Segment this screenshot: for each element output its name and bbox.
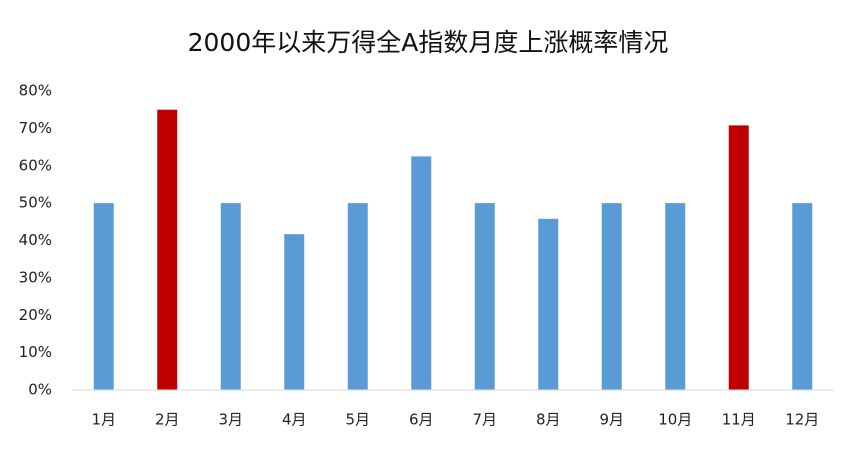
y-tick-label: 50% xyxy=(19,194,52,212)
y-tick-label: 40% xyxy=(19,231,52,249)
chart-title: 2000年以来万得全A指数月度上涨概率情况 xyxy=(188,28,669,57)
x-tick-label: 4月 xyxy=(282,411,307,429)
x-tick-label: 2月 xyxy=(155,411,180,429)
bar xyxy=(665,203,686,390)
x-tick-label: 11月 xyxy=(722,411,756,429)
bar xyxy=(538,218,559,390)
bar xyxy=(347,203,368,390)
y-tick-label: 10% xyxy=(19,343,52,361)
bar xyxy=(284,234,305,390)
x-tick-label: 7月 xyxy=(472,411,497,429)
x-tick-label: 8月 xyxy=(536,411,561,429)
x-tick-label: 12月 xyxy=(785,411,819,429)
y-tick-label: 80% xyxy=(19,82,52,100)
y-tick-label: 30% xyxy=(19,268,52,286)
y-tick-label: 20% xyxy=(19,306,52,324)
bar xyxy=(474,203,495,390)
x-tick-label: 3月 xyxy=(218,411,243,429)
x-tick-label: 9月 xyxy=(599,411,624,429)
bar xyxy=(220,203,241,390)
y-tick-label: 60% xyxy=(19,156,52,174)
bar xyxy=(411,156,432,390)
x-tick-label: 1月 xyxy=(91,411,116,429)
bar xyxy=(601,203,622,390)
bar xyxy=(157,109,178,390)
x-tick-label: 5月 xyxy=(345,411,370,429)
x-tick-label: 6月 xyxy=(409,411,434,429)
bar xyxy=(728,125,749,390)
bar xyxy=(93,203,114,390)
bar xyxy=(792,203,813,390)
y-tick-label: 70% xyxy=(19,119,52,137)
y-tick-label: 0% xyxy=(28,381,52,399)
x-tick-label: 10月 xyxy=(658,411,692,429)
